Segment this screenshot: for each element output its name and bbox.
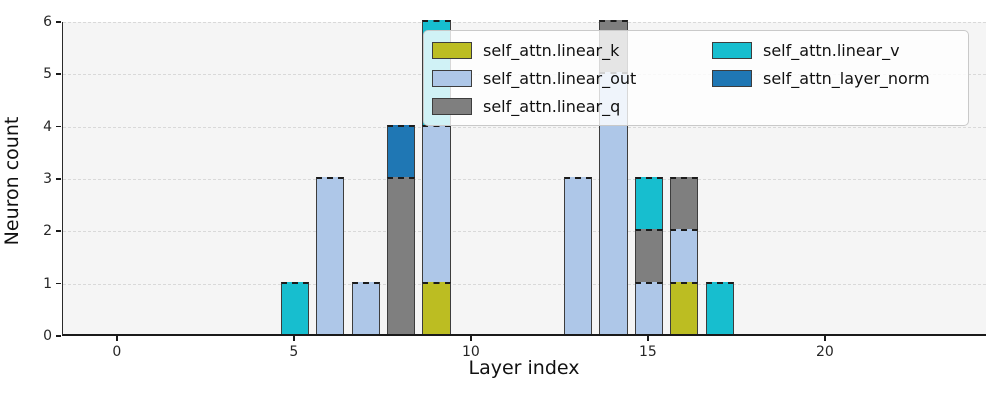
bar-segment — [280, 281, 310, 334]
bar-segment — [634, 229, 664, 282]
x-tick-label: 10 — [461, 344, 480, 360]
legend-swatch-icon — [432, 97, 472, 115]
y-tick-mark — [56, 125, 61, 128]
legend-label: self_attn_layer_norm — [763, 68, 930, 88]
bar-segment — [634, 281, 664, 334]
bar-segment — [670, 229, 699, 282]
bar-segment — [316, 177, 345, 334]
gridline-y4 — [63, 126, 986, 128]
bar-segment — [386, 177, 416, 334]
y-tick-mark — [56, 335, 61, 337]
y-axis-label: Neuron count — [1, 116, 23, 246]
y-tick-mark — [56, 178, 61, 180]
y-tick-mark — [56, 230, 61, 232]
legend-swatch-icon — [432, 69, 472, 87]
y-tick-label: 2 — [43, 223, 52, 240]
x-tick-mark — [647, 336, 649, 341]
legend-item: self_attn.linear_q — [432, 97, 712, 116]
y-tick-label: 5 — [43, 66, 52, 83]
x-axis-label: Layer index — [468, 357, 580, 379]
legend-swatch-icon — [712, 41, 752, 59]
legend-item: self_attn.linear_k — [432, 41, 712, 60]
legend: self_attn.linear_k self_attn.linear_out se… — [423, 30, 969, 126]
x-tick-label: 5 — [289, 344, 299, 360]
gridline-y2 — [63, 231, 986, 233]
x-tick-label: 15 — [638, 344, 657, 360]
y-tick-mark — [56, 21, 61, 23]
x-tick-mark — [824, 336, 826, 341]
bar-segment — [351, 281, 380, 334]
y-tick-mark — [56, 282, 61, 285]
y-tick-label: 6 — [43, 14, 52, 30]
bar-segment — [705, 281, 734, 334]
x-tick-mark — [116, 336, 118, 341]
legend-item: self_attn.linear_out — [432, 69, 712, 88]
legend-label: self_attn.linear_k — [483, 40, 620, 60]
y-tick-label: 4 — [43, 118, 52, 135]
y-tick-label: 1 — [43, 275, 52, 292]
bar-segment — [670, 177, 699, 230]
y-tick-label: 3 — [43, 171, 52, 187]
gridline-y6 — [63, 22, 986, 23]
legend-item: self_attn.linear_v — [712, 41, 960, 60]
bar-segment — [422, 124, 451, 282]
legend-item: self_attn_layer_norm — [712, 69, 960, 88]
y-tick-mark — [56, 73, 61, 75]
bar-segment — [386, 124, 416, 177]
bar-segment — [422, 281, 451, 334]
plot-area: self_attn.linear_k self_attn.linear_out se… — [62, 20, 986, 336]
legend-swatch-icon — [432, 41, 472, 59]
gridline-y1 — [63, 283, 986, 285]
bar-segment — [563, 177, 593, 334]
legend-label: self_attn.linear_q — [483, 96, 621, 116]
x-tick-label: 20 — [815, 344, 834, 360]
x-tick-mark — [293, 336, 295, 341]
x-tick-label: 0 — [112, 344, 122, 360]
legend-label: self_attn.linear_v — [763, 40, 900, 60]
legend-swatch-icon — [712, 69, 752, 87]
bar-segment — [670, 281, 699, 334]
y-tick-label: 0 — [43, 328, 52, 344]
legend-label: self_attn.linear_out — [483, 68, 637, 88]
x-tick-mark — [470, 336, 472, 341]
gridline-y3 — [63, 179, 986, 180]
bar-segment — [634, 177, 664, 230]
